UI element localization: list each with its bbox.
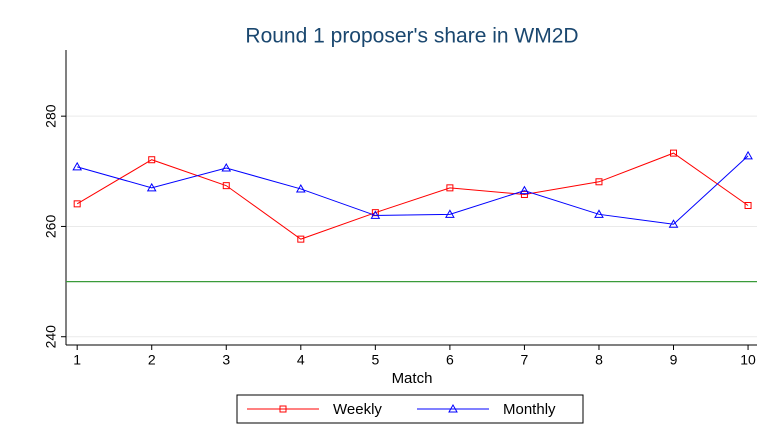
x-tick-label: 10 <box>740 352 756 368</box>
x-tick-label: 6 <box>446 352 454 368</box>
marker <box>72 161 83 171</box>
chart-title: Round 1 proposer's share in WM2D <box>245 25 578 48</box>
marker <box>448 403 458 413</box>
x-tick-label: 5 <box>371 352 379 368</box>
x-tick-label: 3 <box>222 352 230 368</box>
marker <box>594 209 604 218</box>
marker <box>370 210 381 219</box>
x-tick-label: 1 <box>73 352 81 368</box>
x-tick-label: 2 <box>148 352 156 368</box>
marker <box>519 185 530 195</box>
marker <box>670 149 678 157</box>
marker <box>221 162 232 172</box>
y-tick-label: 280 <box>43 104 59 128</box>
marker <box>279 405 287 413</box>
x-tick-label: 4 <box>297 352 305 368</box>
marker <box>595 178 603 186</box>
marker <box>73 200 81 208</box>
marker <box>520 190 528 198</box>
x-tick-label: 8 <box>595 352 603 368</box>
marker <box>743 150 753 160</box>
legend-label: Weekly <box>333 401 382 418</box>
y-tick-label: 240 <box>43 325 59 349</box>
x-tick-label: 9 <box>670 352 678 368</box>
line <box>76 152 749 240</box>
marker <box>668 219 679 228</box>
marker <box>148 156 156 164</box>
x-tick-label: 7 <box>521 352 529 368</box>
legend: Weekly Monthly <box>236 394 584 424</box>
legend-label: Monthly <box>503 401 556 418</box>
marker <box>446 184 454 192</box>
y-tick-label: 260 <box>43 215 59 239</box>
line <box>77 155 749 225</box>
marker <box>222 182 230 190</box>
marker <box>146 182 157 192</box>
marker <box>445 209 455 218</box>
marker <box>297 235 305 243</box>
x-axis-label: Match <box>392 370 433 387</box>
marker <box>295 183 306 193</box>
marker <box>744 201 752 209</box>
